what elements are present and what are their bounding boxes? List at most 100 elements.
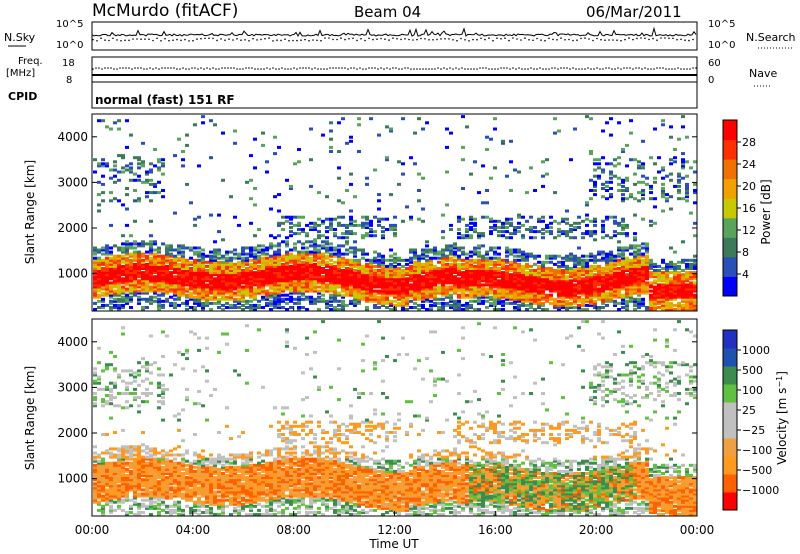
power-cell bbox=[361, 285, 365, 289]
power-cell bbox=[133, 256, 137, 260]
power-cell bbox=[357, 279, 361, 283]
power-cell bbox=[133, 156, 137, 160]
power-cell bbox=[393, 273, 397, 277]
nave-point bbox=[686, 68, 688, 70]
power-cell bbox=[469, 299, 473, 303]
power-cell bbox=[105, 293, 109, 297]
power-cell bbox=[565, 285, 569, 289]
power-cell bbox=[693, 297, 697, 301]
power-cell bbox=[121, 170, 125, 174]
nave-point bbox=[455, 67, 457, 69]
power-cell bbox=[661, 187, 665, 190]
power-cell bbox=[137, 285, 141, 289]
power-cell bbox=[661, 287, 665, 291]
power-cell bbox=[437, 260, 441, 264]
power-cell bbox=[253, 252, 257, 256]
power-cell bbox=[485, 256, 489, 260]
power-cell bbox=[381, 267, 385, 270]
power-cell bbox=[285, 283, 289, 287]
velocity-cell bbox=[101, 369, 105, 373]
power-cell bbox=[505, 271, 509, 275]
power-cell bbox=[385, 217, 389, 221]
power-cell bbox=[601, 285, 605, 289]
power-cell bbox=[529, 254, 533, 258]
power-cell bbox=[441, 289, 445, 293]
power-cell bbox=[485, 252, 489, 256]
power-cell bbox=[517, 277, 521, 281]
power-cell bbox=[501, 262, 505, 266]
power-cell bbox=[365, 283, 369, 287]
power-cell bbox=[481, 285, 485, 289]
power-cell bbox=[653, 287, 657, 291]
power-cell bbox=[313, 238, 317, 242]
power-cell bbox=[629, 258, 633, 262]
power-cell bbox=[381, 230, 385, 234]
power-cell bbox=[293, 287, 297, 291]
power-cell bbox=[517, 248, 521, 252]
power-cell bbox=[633, 297, 637, 301]
power-cell bbox=[561, 269, 565, 272]
power-cell bbox=[237, 289, 241, 293]
power-cell bbox=[489, 295, 493, 299]
power-cell bbox=[597, 174, 601, 178]
power-cell bbox=[477, 283, 481, 287]
noise-search-point bbox=[284, 38, 286, 40]
power-cell bbox=[253, 267, 257, 270]
power-cell bbox=[665, 271, 669, 275]
power-cell bbox=[149, 275, 153, 279]
power-cell bbox=[501, 264, 505, 268]
power-cell bbox=[161, 281, 165, 285]
power-cell bbox=[109, 273, 113, 277]
power-cell bbox=[621, 258, 625, 262]
power-cell bbox=[429, 275, 433, 279]
power-cell bbox=[489, 283, 493, 287]
noise-search-point bbox=[588, 38, 590, 40]
power-cell bbox=[205, 291, 209, 295]
power-cell bbox=[305, 246, 309, 250]
nave-point bbox=[140, 67, 142, 69]
power-cell bbox=[189, 246, 193, 250]
power-cell bbox=[301, 228, 305, 231]
power-cell bbox=[157, 306, 161, 309]
power-cell bbox=[381, 295, 385, 299]
power-cell bbox=[289, 248, 293, 252]
power-cell bbox=[257, 256, 261, 260]
power-cell bbox=[193, 275, 197, 279]
velocity-cell bbox=[109, 416, 113, 420]
power-cell bbox=[417, 117, 421, 121]
power-cell bbox=[169, 277, 173, 281]
power-cell bbox=[437, 285, 441, 289]
nsearch-tick-top: 10^5 bbox=[708, 19, 735, 30]
power-cell bbox=[669, 135, 673, 139]
power-cell bbox=[669, 281, 673, 285]
power-cell bbox=[469, 291, 473, 295]
power-cell bbox=[533, 291, 537, 295]
power-cell bbox=[333, 248, 337, 252]
power-cell bbox=[133, 267, 137, 270]
power-cell bbox=[393, 269, 397, 272]
velocity-cell bbox=[109, 467, 113, 471]
power-cell bbox=[393, 264, 397, 268]
power-cell bbox=[157, 293, 161, 297]
power-cell bbox=[401, 283, 405, 287]
power-cell bbox=[157, 289, 161, 293]
power-cell bbox=[549, 293, 553, 297]
power-cell bbox=[197, 281, 201, 285]
power-cell bbox=[293, 291, 297, 295]
power-cell bbox=[333, 252, 337, 256]
power-cell bbox=[133, 172, 137, 176]
power-cell bbox=[105, 162, 109, 166]
power-cell bbox=[601, 170, 605, 174]
power-cell bbox=[113, 160, 117, 164]
power-cell bbox=[449, 277, 453, 281]
power-cell bbox=[653, 297, 657, 301]
noise-search-point bbox=[552, 38, 554, 41]
power-cell bbox=[345, 141, 349, 145]
power-cell bbox=[465, 236, 469, 240]
power-cell bbox=[669, 260, 673, 264]
power-cell bbox=[689, 275, 693, 279]
power-cell bbox=[633, 197, 637, 201]
power-cell bbox=[469, 267, 473, 270]
power-cell bbox=[333, 273, 337, 277]
power-cell bbox=[673, 156, 677, 160]
